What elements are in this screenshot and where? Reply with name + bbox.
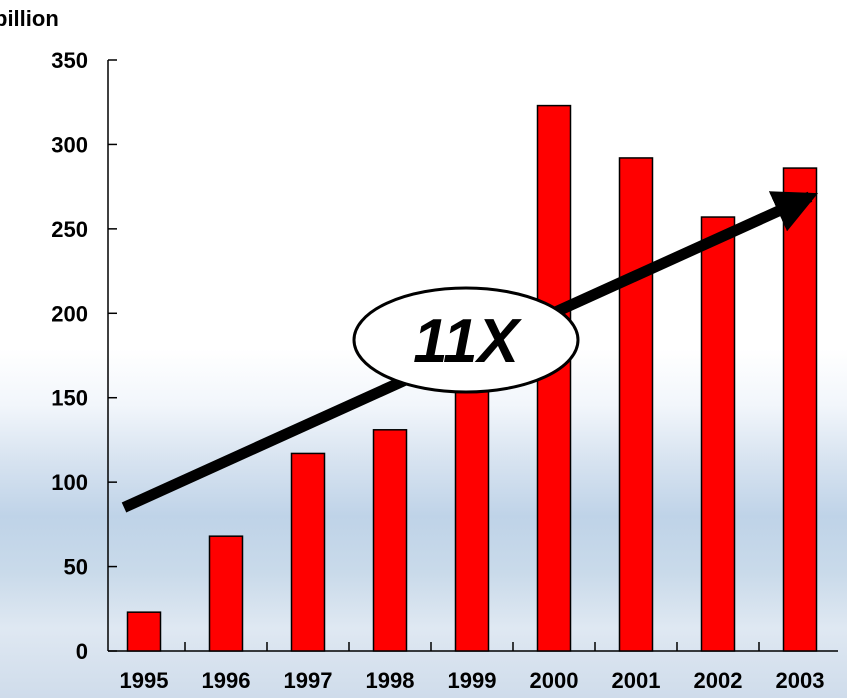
x-tick-label: 1995 — [120, 668, 169, 693]
growth-annotation: 11X — [121, 191, 819, 513]
y-tick-label: 0 — [76, 639, 88, 664]
y-tick-label: 200 — [51, 301, 88, 326]
bar-1998 — [372, 429, 408, 652]
bar-1996 — [208, 535, 244, 652]
y-tick-label: 350 — [51, 48, 88, 73]
bar-2002 — [700, 216, 736, 652]
y-tick-label: 300 — [51, 132, 88, 157]
annotation-ellipse — [352, 286, 580, 394]
annotation-text: 11X — [413, 307, 522, 376]
x-tick-label: 1998 — [366, 668, 415, 693]
x-tick-label: 2003 — [776, 668, 825, 693]
bar-1995 — [126, 611, 162, 652]
bars — [126, 104, 818, 652]
x-tick-label: 1996 — [202, 668, 251, 693]
x-tick-label: 1999 — [448, 668, 497, 693]
y-tick-label: 250 — [51, 217, 88, 242]
y-axis: 0 50 100 150 200 250 300 350 — [51, 48, 117, 664]
x-axis: 1995 1996 1997 1998 1999 2000 2001 2002 2003 — [108, 642, 838, 693]
bar-1999 — [454, 385, 490, 652]
bar-1997 — [290, 452, 326, 652]
x-tick-label: 2001 — [612, 668, 661, 693]
y-tick-label: 50 — [64, 555, 88, 580]
bar-2001 — [618, 157, 654, 652]
y-tick-label: 150 — [51, 386, 88, 411]
x-tick-label: 2000 — [530, 668, 579, 693]
x-tick-label: 1997 — [284, 668, 333, 693]
x-tick-label: 2002 — [694, 668, 743, 693]
y-tick-label: 100 — [51, 470, 88, 495]
bar-2003 — [782, 167, 818, 652]
y-unit-label: billion — [0, 6, 59, 31]
